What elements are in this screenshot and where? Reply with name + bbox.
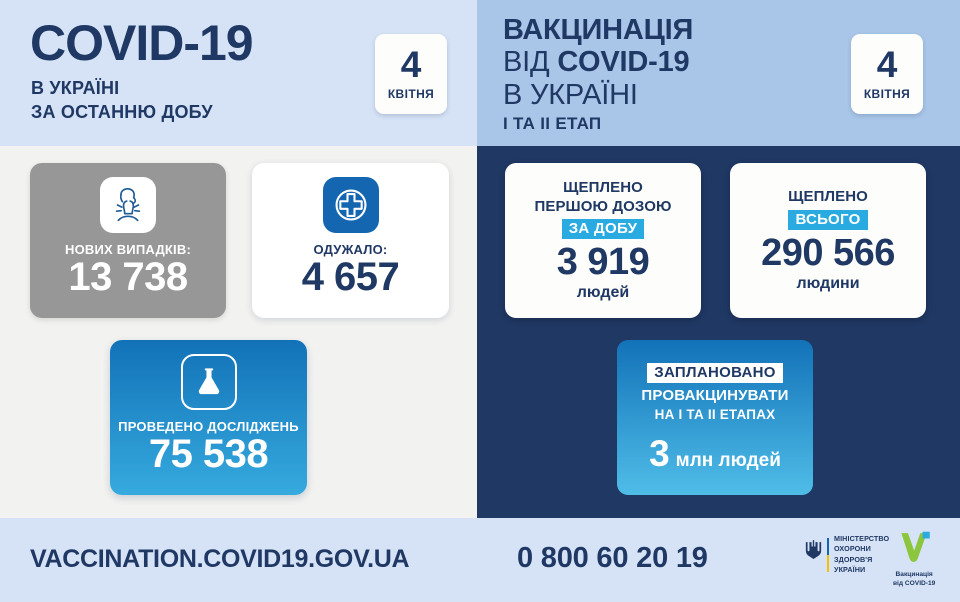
date-month-right: КВІТНЯ (863, 86, 911, 101)
vaccination-title-prefix: ВІД (503, 46, 558, 79)
total-vaccinated-unit: людини (796, 274, 860, 292)
first-dose-label: ЩЕПЛЕНО ПЕРШОЮ ДОЗОЮ (534, 179, 671, 216)
vaccination-stage-label: І ТА ІІ ЕТАП (503, 114, 602, 133)
page-title-covid: COVID-19 (30, 15, 254, 71)
stat-label-tests: ПРОВЕДЕНО ДОСЛІДЖЕНЬ (118, 419, 299, 434)
vaccination-title-covid: COVID-19 (557, 46, 690, 79)
ministry-line-4: УКРАЇНИ (834, 565, 866, 575)
stat-card-new-cases: НОВИХ ВИПАДКІВ: 13 738 (30, 163, 226, 318)
ministry-logo-text: МІНІСТЕРСТВО ОХОРОНИ ЗДОРОВ'Я УКРАЇНИ (834, 534, 889, 576)
footer-hotline-phone[interactable]: 0 800 60 20 19 (517, 542, 708, 574)
green-v-checkmark-icon (896, 531, 932, 569)
ministry-line-2: ОХОРОНИ (834, 544, 871, 554)
footer-bar (0, 518, 960, 602)
stat-label-new-cases: НОВИХ ВИПАДКІВ: (65, 242, 191, 257)
date-month-left: КВІТНЯ (387, 86, 435, 101)
stat-card-first-dose-daily: ЩЕПЛЕНО ПЕРШОЮ ДОЗОЮ ЗА ДОБУ 3 919 людей (505, 163, 701, 318)
total-vaccinated-value: 290 566 (761, 231, 895, 274)
stat-card-total-vaccinated: ЩЕПЛЕНО ВСЬОГО 290 566 людини (730, 163, 926, 318)
date-badge-left: 4 КВІТНЯ (375, 34, 447, 114)
subtitle-line-2: ЗА ОСТАННЮ ДОБУ (31, 101, 213, 122)
stat-value-recovered: 4 657 (301, 255, 400, 299)
first-dose-period-badge: ЗА ДОБУ (561, 218, 645, 239)
stat-value-tests: 75 538 (148, 432, 269, 476)
logo-divider (827, 537, 829, 572)
first-dose-label-line-1: ЩЕПЛЕНО (563, 179, 643, 197)
total-vaccinated-label: ЩЕПЛЕНО (788, 188, 868, 206)
subtitle-line-1: В УКРАЇНІ (31, 78, 120, 98)
footer-website-link[interactable]: VACCINATION.COVID19.GOV.UA (30, 545, 410, 573)
planned-label-line-2: ПРОВАКЦИНУВАТИ (641, 387, 789, 404)
date-day-left: 4 (400, 44, 422, 86)
planned-unit: млн людей (675, 450, 781, 471)
ministry-line-1: МІНІСТЕРСТВО (834, 534, 890, 543)
vaccination-program-logo: Вакцинація від COVID-19 (893, 531, 935, 588)
vaccination-caption-line-1: Вакцинація (895, 571, 933, 578)
planned-label-line-3: НА І ТА ІІ ЕТАПАХ (654, 407, 776, 422)
flask-icon (180, 354, 237, 410)
first-dose-label-line-2: ПЕРШОЮ ДОЗОЮ (534, 197, 672, 215)
stat-card-tests: ПРОВЕДЕНО ДОСЛІДЖЕНЬ 75 538 (110, 340, 307, 495)
date-day-right: 4 (876, 44, 898, 86)
planned-value: 3 (649, 433, 670, 474)
ministry-line-3: ЗДОРОВ'Я (834, 554, 873, 564)
vaccination-title-line-2: ВІД COVID-19 (503, 46, 693, 78)
stat-card-planned-vaccination: ЗАПЛАНОВАНО ПРОВАКЦИНУВАТИ НА І ТА ІІ ЕТ… (617, 340, 813, 495)
page-subtitle-left: В УКРАЇНІ ЗА ОСТАННЮ ДОБУ (31, 77, 213, 125)
first-dose-value: 3 919 (556, 240, 650, 283)
vaccination-logo-caption: Вакцинація від COVID-19 (893, 571, 935, 588)
date-badge-right: 4 КВІТНЯ (851, 34, 923, 114)
planned-badge: ЗАПЛАНОВАНО (647, 363, 783, 383)
page-title-vaccination: ВАКЦИНАЦІЯ ВІД COVID-19 В УКРАЇНІ (503, 14, 693, 111)
stat-card-recovered: ОДУЖАЛО: 4 657 (252, 163, 449, 318)
planned-value-group: 3 млн людей (649, 435, 781, 472)
stat-value-new-cases: 13 738 (68, 255, 188, 299)
ministry-of-health-logo: МІНІСТЕРСТВО ОХОРОНИ ЗДОРОВ'Я УКРАЇНИ (805, 534, 889, 576)
vaccination-caption-line-2: від COVID-19 (893, 579, 936, 587)
sneezing-person-icon (100, 177, 156, 233)
ukraine-trident-icon (805, 539, 822, 570)
vaccination-title-line-3: В УКРАЇНІ (503, 78, 638, 111)
vaccination-title-line-1: ВАКЦИНАЦІЯ (503, 14, 694, 46)
first-dose-unit: людей (576, 283, 630, 301)
stat-label-recovered: ОДУЖАЛО: (313, 242, 388, 257)
total-vaccinated-label-line-1: ЩЕПЛЕНО (788, 188, 868, 206)
total-vaccinated-period-badge: ВСЬОГО (788, 209, 868, 230)
medical-cross-icon (322, 177, 379, 233)
